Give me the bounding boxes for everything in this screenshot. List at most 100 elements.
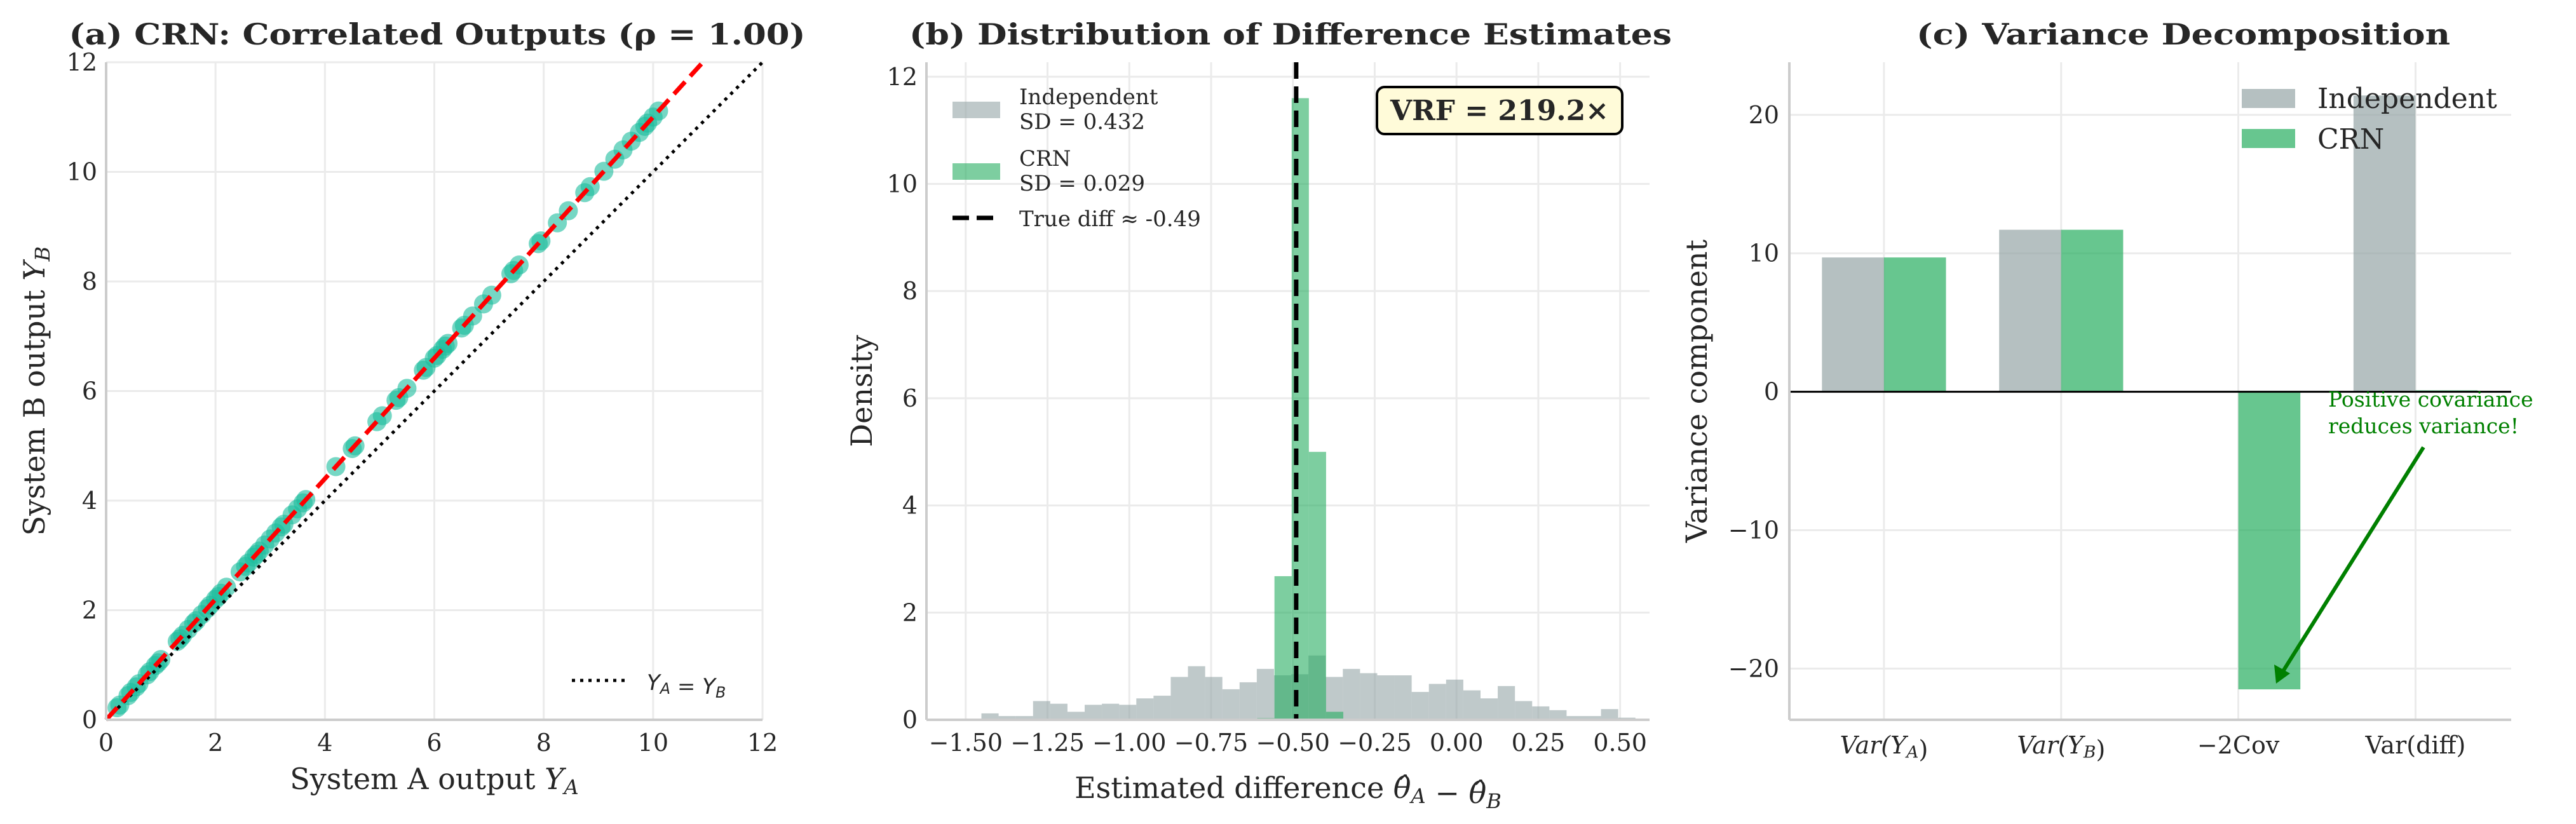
independent-histogram-bar xyxy=(1067,712,1085,720)
independent-bar xyxy=(2353,95,2416,392)
legend: YA = YB xyxy=(572,670,726,701)
y-tick-label: 10 xyxy=(1749,240,1779,267)
y-tick-label: 2 xyxy=(82,597,97,625)
independent-histogram-bar xyxy=(1463,690,1481,720)
text-part: System B output xyxy=(17,281,51,536)
x-tick-label: 2 xyxy=(208,729,223,757)
independent-histogram-bar xyxy=(1136,698,1154,720)
y-tick-label: 10 xyxy=(67,158,97,186)
independent-histogram-bar xyxy=(1188,666,1205,720)
independent-histogram-bar xyxy=(1170,677,1188,720)
independent-histogram-bar xyxy=(1015,716,1033,720)
x-tick-label: −0.75 xyxy=(1174,729,1248,757)
math-symbol: Y xyxy=(702,674,717,699)
y-tick-label: 12 xyxy=(887,63,918,91)
x-tick-label: 0.50 xyxy=(1593,729,1647,757)
independent-histogram-bar xyxy=(1549,710,1567,720)
x-tick-label: 4 xyxy=(317,729,332,757)
math-symbol: θ̂ xyxy=(1469,776,1487,810)
independent-histogram-bar xyxy=(1566,716,1584,720)
text-part: ) xyxy=(2096,736,2105,764)
independent-histogram-bar xyxy=(1343,668,1360,720)
math-symbol: θ̂ xyxy=(1393,771,1411,805)
legend-label: Independent xyxy=(2317,83,2497,115)
y-tick-label: 4 xyxy=(902,492,918,520)
annotation-text: reduces variance! xyxy=(2328,414,2519,438)
panel-c-title: (c) Variance Decomposition xyxy=(1916,17,2450,51)
x-tick-label: Var(YA) xyxy=(1840,731,1929,764)
math-subscript: B xyxy=(715,684,726,701)
x-tick-label: −1.50 xyxy=(929,729,1003,757)
y-tick-label: 20 xyxy=(1749,101,1779,129)
independent-histogram-bar xyxy=(1239,682,1257,720)
x-tick-label: −1.00 xyxy=(1092,729,1166,757)
annotation-arrow xyxy=(2281,446,2425,673)
x-axis-label: Estimated difference θ̂A − θ̂B xyxy=(1074,771,1502,813)
text-part: −2Cov xyxy=(2197,731,2280,759)
math-symbol: Y xyxy=(647,670,661,696)
y-tick-label: 2 xyxy=(902,598,918,626)
independent-histogram-bar xyxy=(998,716,1016,720)
text-part: Var(diff) xyxy=(2364,731,2465,759)
y-tick-label: 8 xyxy=(82,267,97,295)
legend-sd-label: SD = 0.432 xyxy=(1019,109,1145,135)
math-subscript: A xyxy=(659,680,670,698)
math-subscript: B xyxy=(1486,789,1502,813)
independent-histogram-bar xyxy=(1480,698,1498,720)
independent-histogram-bar xyxy=(1446,679,1463,720)
y-tick-label: 0 xyxy=(1764,378,1779,406)
annotation-text: Positive covariance xyxy=(2328,387,2533,412)
x-tick-label: 0.00 xyxy=(1430,729,1484,757)
panel-b-title: (b) Distribution of Difference Estimates xyxy=(909,17,1672,51)
crn-histogram-bar xyxy=(1308,452,1326,720)
independent-histogram-bar xyxy=(1153,696,1171,720)
text-part: − xyxy=(1426,776,1469,810)
x-tick-label: Var(YB) xyxy=(2017,731,2105,764)
x-tick-label: 12 xyxy=(747,729,778,757)
independent-histogram-bar xyxy=(1033,701,1050,720)
legend-label: CRN xyxy=(2317,123,2384,156)
fit-line xyxy=(104,60,705,722)
independent-histogram-bar xyxy=(1428,684,1446,720)
math-symbol: Var(Y xyxy=(2017,731,2086,759)
text-part: Estimated difference xyxy=(1074,771,1393,805)
y-tick-label: 6 xyxy=(82,377,97,405)
x-tick-label: 6 xyxy=(426,729,442,757)
math-subscript: B xyxy=(2083,743,2096,762)
independent-histogram-bar xyxy=(1050,703,1068,720)
independent-histogram-bar xyxy=(1583,716,1601,720)
y-tick-label: 4 xyxy=(82,487,97,515)
x-tick-label: 10 xyxy=(638,729,668,757)
y-tick-label: 10 xyxy=(887,170,918,198)
y-tick-label: −20 xyxy=(1728,654,1779,682)
panel-b-histogram: −1.50 −1.25 −1.00 −0.75 −0.50 −0.25 0.00 0.25 0.… xyxy=(844,17,1672,813)
legend: Independent CRN xyxy=(2242,83,2497,156)
crn-bar xyxy=(2238,391,2301,690)
independent-histogram-bar xyxy=(1222,689,1240,720)
x-axis-label: System A output YA xyxy=(290,762,579,799)
independent-histogram-bar xyxy=(1394,675,1412,720)
x-tick-label: 8 xyxy=(536,729,552,757)
independent-histogram-bar xyxy=(1360,673,1378,720)
identity-line xyxy=(105,61,764,721)
independent-histogram-bar xyxy=(1102,703,1120,720)
math-symbol: Y xyxy=(17,259,51,281)
y-tick-label: 0 xyxy=(82,706,97,734)
y-axis-label: Density xyxy=(844,335,879,447)
independent-histogram-bar xyxy=(1601,709,1618,720)
y-tick-label: 8 xyxy=(902,277,918,305)
y-axis-label: System B output YB xyxy=(17,247,55,536)
vrf-box xyxy=(1376,86,1624,135)
crn-bar xyxy=(1883,257,1946,392)
y-tick-label: 6 xyxy=(902,384,918,412)
legend-label: Independent xyxy=(1019,84,1158,110)
y-tick-label: 12 xyxy=(67,48,97,76)
independent-histogram-bar xyxy=(981,713,999,720)
independent-histogram-bar xyxy=(1119,705,1137,720)
x-tick-label: Var(diff) xyxy=(2364,731,2465,759)
text-part: = xyxy=(670,674,702,699)
x-tick-label: −0.25 xyxy=(1338,729,1411,757)
math-symbol: Y xyxy=(545,762,567,796)
